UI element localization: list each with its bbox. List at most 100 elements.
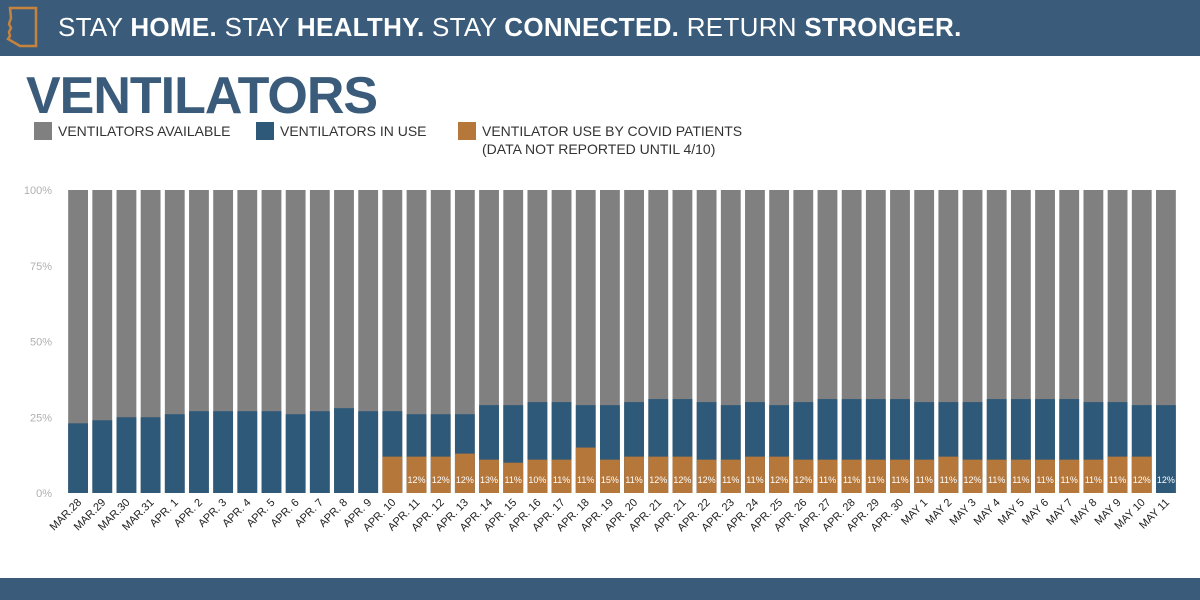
legend-available: VENTILATORS AVAILABLE <box>34 122 230 140</box>
bar-covid <box>962 459 983 493</box>
banner-part-6: RETURN <box>679 12 805 42</box>
bar-covid <box>672 456 693 493</box>
bar-in-use <box>309 411 330 493</box>
bar-covid <box>696 459 717 493</box>
bar-covid <box>865 459 886 493</box>
legend-label-available: VENTILATORS AVAILABLE <box>58 123 231 139</box>
bar-covid <box>890 459 910 493</box>
legend-label-covid-line1: VENTILATOR USE BY COVID PATIENTS <box>482 123 743 139</box>
x-tick-label: MAY 6 <box>1020 497 1051 528</box>
covid-data-label: 11% <box>915 475 932 485</box>
banner-part-5: CONNECTED. <box>504 12 680 42</box>
legend-swatch-covid <box>458 122 476 140</box>
legend-label-covid: VENTILATOR USE BY COVID PATIENTS (DATA N… <box>482 122 742 158</box>
covid-data-label: 15% <box>601 475 619 485</box>
bar-in-use <box>140 417 161 493</box>
x-tick-label: MAY 5 <box>996 497 1027 528</box>
y-tick-label: 25% <box>30 412 52 424</box>
bar-in-use <box>92 420 113 493</box>
bar-in-use <box>164 414 185 493</box>
y-tick-label: 100% <box>24 185 52 197</box>
x-tick-label: MAY 2 <box>923 497 954 528</box>
covid-data-label: 11% <box>1012 475 1029 485</box>
covid-data-label: 11% <box>746 475 763 485</box>
bar-in-use <box>189 411 209 493</box>
banner-part-3: HEALTHY. <box>296 12 425 42</box>
covid-data-label: 11% <box>722 475 739 485</box>
bar-in-use <box>116 417 137 493</box>
x-tick-label: MAY 1 <box>899 497 930 528</box>
banner-slogan: STAY HOME. STAY HEALTHY. STAY CONNECTED.… <box>58 12 962 43</box>
covid-data-label: 11% <box>553 475 570 485</box>
ventilator-stacked-bar-chart: 0%25%50%75%100%MAR.28MAR.29MAR.30MAR.31A… <box>24 185 1176 534</box>
covid-data-label: 12% <box>794 475 812 485</box>
covid-data-label: 11% <box>577 475 594 485</box>
page-title: VENTILATORS <box>26 67 378 125</box>
legend-in-use: VENTILATORS IN USE <box>256 122 427 140</box>
bar-covid <box>720 459 741 493</box>
y-tick-label: 0% <box>36 488 52 500</box>
bar-covid <box>986 459 1007 493</box>
banner-part-4: STAY <box>424 12 505 42</box>
bar-covid <box>1035 459 1055 493</box>
bar-covid <box>527 459 548 493</box>
bar-covid <box>430 456 451 493</box>
legend-covid: VENTILATOR USE BY COVID PATIENTS (DATA N… <box>458 122 742 158</box>
bar-in-use <box>237 411 258 493</box>
covid-data-label: 11% <box>988 475 1005 485</box>
x-tick-label: MAY 8 <box>1068 497 1099 528</box>
bar-covid <box>624 456 644 493</box>
bar-covid <box>1010 459 1031 493</box>
covid-data-label: 12% <box>432 475 450 485</box>
legend-swatch-in-use <box>256 122 274 140</box>
covid-data-label: 12% <box>1133 475 1151 485</box>
covid-data-label: 12% <box>408 475 426 485</box>
banner-part-0: STAY <box>58 12 131 42</box>
bar-covid <box>1131 456 1152 493</box>
bar-covid <box>769 456 790 493</box>
y-tick-label: 75% <box>30 261 52 273</box>
bar-covid <box>1059 459 1080 493</box>
banner-part-2: STAY <box>217 12 297 42</box>
bar-covid <box>575 447 596 493</box>
header-banner: STAY HOME. STAY HEALTHY. STAY CONNECTED.… <box>0 0 1200 56</box>
bar-covid <box>406 456 427 493</box>
bar-covid <box>817 459 838 493</box>
covid-data-label: 12% <box>673 475 691 485</box>
bar-in-use <box>334 408 354 493</box>
covid-data-label: 13% <box>480 475 498 485</box>
covid-data-label: 11% <box>843 475 860 485</box>
bar-in-use <box>358 411 379 493</box>
covid-data-label: 12% <box>649 475 667 485</box>
bar-covid <box>914 459 935 493</box>
covid-data-label: 12% <box>770 475 788 485</box>
covid-data-label: 10% <box>528 475 546 485</box>
banner-part-1: HOME. <box>130 12 218 42</box>
y-tick-label: 50% <box>30 337 52 349</box>
arizona-state-outline-icon <box>6 6 38 48</box>
covid-data-label: 12% <box>698 475 716 485</box>
covid-data-label: 11% <box>1109 475 1126 485</box>
covid-data-label: 12% <box>1157 475 1175 485</box>
footer-bar <box>0 578 1200 600</box>
legend-label-in-use: VENTILATORS IN USE <box>280 123 427 139</box>
covid-data-label: 11% <box>940 475 957 485</box>
covid-data-label: 12% <box>456 475 474 485</box>
covid-data-label: 11% <box>505 475 522 485</box>
banner-part-7: STRONGER. <box>804 12 962 42</box>
bar-available <box>92 190 113 493</box>
x-tick-label: MAY 4 <box>972 497 1003 528</box>
covid-data-label: 11% <box>625 475 642 485</box>
covid-data-label: 11% <box>1085 475 1102 485</box>
bar-in-use <box>285 414 306 493</box>
bar-covid <box>841 459 862 493</box>
bar-covid <box>1107 456 1128 493</box>
bar-in-use <box>1156 405 1176 493</box>
bar-covid <box>648 456 669 493</box>
bar-in-use <box>213 411 234 493</box>
covid-data-label: 12% <box>964 475 982 485</box>
bar-covid <box>479 459 499 493</box>
legend-swatch-available <box>34 122 52 140</box>
covid-data-label: 11% <box>867 475 884 485</box>
bar-covid <box>503 462 524 493</box>
